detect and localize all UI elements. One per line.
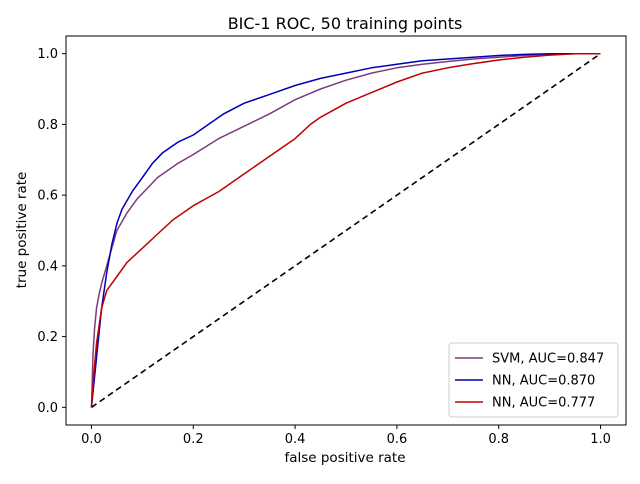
legend-label: NN, AUC=0.777 bbox=[492, 396, 595, 411]
x-axis-ticks: 0.0 0.2 0.4 0.6 0.8 1.0 bbox=[81, 425, 611, 447]
series-line-1 bbox=[90, 52, 601, 408]
x-tick-label: 0.2 bbox=[183, 432, 204, 447]
legend-label: NN, AUC=0.870 bbox=[492, 374, 595, 389]
chart-title: BIC-1 ROC, 50 training points bbox=[228, 14, 463, 33]
y-tick-label: 1.0 bbox=[37, 47, 58, 62]
series-line-0 bbox=[90, 52, 601, 408]
x-tick-label: 0.0 bbox=[81, 432, 102, 447]
y-tick-label: 0.8 bbox=[37, 118, 58, 133]
x-tick-label: 1.0 bbox=[590, 432, 611, 447]
legend: SVM, AUC=0.847 NN, AUC=0.870 NN, AUC=0.777 bbox=[448, 342, 619, 418]
y-axis-ticks: 0.0 0.2 0.4 0.6 0.8 1.0 bbox=[37, 47, 66, 416]
series-line-2 bbox=[90, 52, 601, 408]
x-tick-label: 0.8 bbox=[488, 432, 509, 447]
x-tick-label: 0.6 bbox=[387, 432, 408, 447]
y-axis-label: true positive rate bbox=[14, 172, 30, 289]
legend-label: SVM, AUC=0.847 bbox=[492, 352, 604, 367]
y-tick-label: 0.6 bbox=[37, 189, 58, 204]
chance-diagonal-line bbox=[91, 53, 601, 408]
y-tick-label: 0.4 bbox=[37, 259, 58, 274]
plot-frame bbox=[65, 35, 627, 426]
legend-box bbox=[448, 342, 619, 418]
y-tick-label: 0.0 bbox=[37, 401, 58, 416]
y-tick-label: 0.2 bbox=[37, 330, 58, 345]
x-tick-label: 0.4 bbox=[285, 432, 306, 447]
series-layer bbox=[90, 52, 601, 408]
x-axis-label: false positive rate bbox=[284, 450, 405, 466]
